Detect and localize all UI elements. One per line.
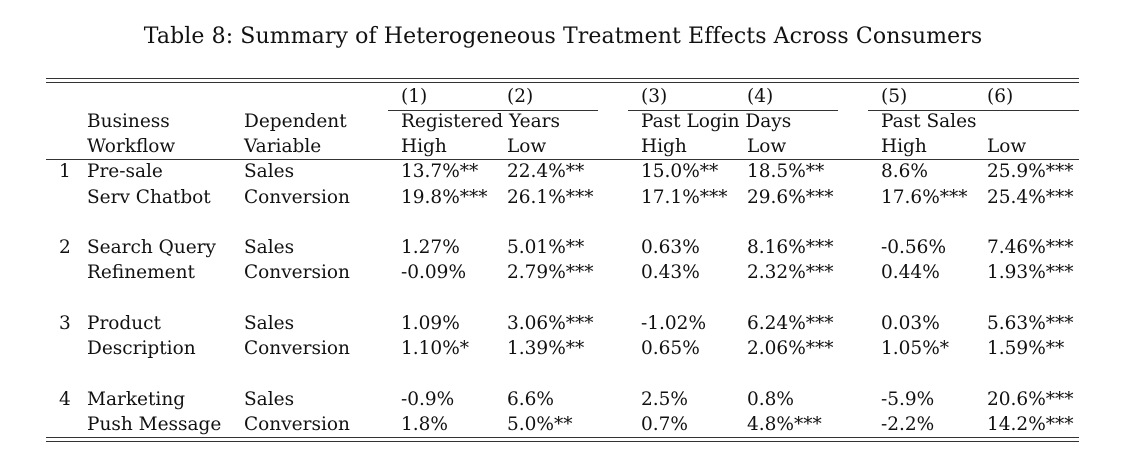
level-header: Low: [747, 136, 787, 157]
table-cell: 7.46%***: [987, 237, 1074, 258]
row-dependent-variable: Conversion: [244, 414, 350, 435]
column-header-workflow: Workflow: [87, 136, 176, 157]
table-cell: 2.32%***: [747, 262, 834, 283]
row-workflow: Refinement: [87, 262, 195, 283]
table-cell: 3.06%***: [507, 313, 594, 334]
table-cell: 1.8%: [401, 414, 448, 435]
bottom-rule: [46, 437, 1079, 438]
row-index: 2: [59, 237, 71, 258]
group-cmidrule: [628, 110, 838, 111]
table-cell: 20.6%***: [987, 389, 1074, 410]
table-cell: 1.39%**: [507, 338, 585, 359]
table-cell: 25.4%***: [987, 187, 1074, 208]
table-cell: 14.2%***: [987, 414, 1074, 435]
row-index: 3: [59, 313, 71, 334]
group-cmidrule: [388, 110, 598, 111]
column-number: (2): [507, 86, 534, 107]
column-number: (6): [987, 86, 1014, 107]
table-cell: 6.24%***: [747, 313, 834, 334]
table-cell: 26.1%***: [507, 187, 594, 208]
row-workflow: Marketing: [87, 389, 186, 410]
column-number: (5): [881, 86, 908, 107]
table-cell: -0.9%: [401, 389, 455, 410]
table-cell: 2.06%***: [747, 338, 834, 359]
table-cell: 1.09%: [401, 313, 460, 334]
top-rule: [46, 78, 1079, 79]
table-cell: 0.03%: [881, 313, 940, 334]
group-header: Registered Years: [401, 111, 560, 132]
top-rule: [46, 82, 1079, 83]
table-cell: 15.0%**: [641, 161, 719, 182]
row-dependent-variable: Conversion: [244, 338, 350, 359]
table-cell: 17.1%***: [641, 187, 728, 208]
table-cell: 0.63%: [641, 237, 700, 258]
table-cell: 1.27%: [401, 237, 460, 258]
table-cell: -2.2%: [881, 414, 935, 435]
column-header-dependent-variable: Dependent: [244, 111, 347, 132]
table-cell: 19.8%***: [401, 187, 488, 208]
table-cell: 29.6%***: [747, 187, 834, 208]
table-cell: -5.9%: [881, 389, 935, 410]
table-cell: 4.8%***: [747, 414, 822, 435]
group-header: Past Login Days: [641, 111, 792, 132]
row-dependent-variable: Conversion: [244, 187, 350, 208]
column-number: (4): [747, 86, 774, 107]
table-cell: 25.9%***: [987, 161, 1074, 182]
table-cell: -0.56%: [881, 237, 947, 258]
row-dependent-variable: Sales: [244, 237, 295, 258]
table-cell: 0.43%: [641, 262, 700, 283]
row-index: 4: [59, 389, 71, 410]
table-cell: 18.5%**: [747, 161, 825, 182]
row-dependent-variable: Sales: [244, 161, 295, 182]
level-header: Low: [987, 136, 1027, 157]
table-cell: 1.93%***: [987, 262, 1074, 283]
table-cell: 1.05%*: [881, 338, 950, 359]
table-cell: 0.44%: [881, 262, 940, 283]
table-cell: 2.5%: [641, 389, 688, 410]
table-cell: 5.01%**: [507, 237, 585, 258]
row-dependent-variable: Conversion: [244, 262, 350, 283]
row-dependent-variable: Sales: [244, 389, 295, 410]
column-number: (1): [401, 86, 428, 107]
table-cell: 1.10%*: [401, 338, 470, 359]
table-cell: 0.8%: [747, 389, 794, 410]
table-caption: Table 8: Summary of Heterogeneous Treatm…: [143, 24, 983, 49]
row-workflow: Product: [87, 313, 161, 334]
group-header: Past Sales: [881, 111, 977, 132]
group-cmidrule: [868, 110, 1079, 111]
table-cell: 8.6%: [881, 161, 928, 182]
column-header-dependent-variable: Variable: [244, 136, 322, 157]
row-workflow: Pre-sale: [87, 161, 163, 182]
table-cell: 6.6%: [507, 389, 554, 410]
row-workflow: Serv Chatbot: [87, 187, 211, 208]
table-cell: 1.59%**: [987, 338, 1065, 359]
table-cell: 22.4%**: [507, 161, 585, 182]
row-dependent-variable: Sales: [244, 313, 295, 334]
table-cell: 8.16%***: [747, 237, 834, 258]
header-rule: [46, 159, 1079, 160]
bottom-rule: [46, 441, 1079, 442]
level-header: Low: [507, 136, 547, 157]
row-index: 1: [59, 161, 71, 182]
column-number: (3): [641, 86, 668, 107]
table-cell: 13.7%**: [401, 161, 479, 182]
table-cell: 17.6%***: [881, 187, 968, 208]
row-workflow: Description: [87, 338, 196, 359]
table-cell: -1.02%: [641, 313, 707, 334]
table-cell: 5.63%***: [987, 313, 1074, 334]
table-cell: -0.09%: [401, 262, 467, 283]
column-header-workflow: Business: [87, 111, 170, 132]
level-header: High: [401, 136, 447, 157]
level-header: High: [641, 136, 687, 157]
table-cell: 2.79%***: [507, 262, 594, 283]
table-cell: 0.7%: [641, 414, 688, 435]
row-workflow: Search Query: [87, 237, 216, 258]
level-header: High: [881, 136, 927, 157]
table-cell: 0.65%: [641, 338, 700, 359]
row-workflow: Push Message: [87, 414, 222, 435]
table-cell: 5.0%**: [507, 414, 573, 435]
